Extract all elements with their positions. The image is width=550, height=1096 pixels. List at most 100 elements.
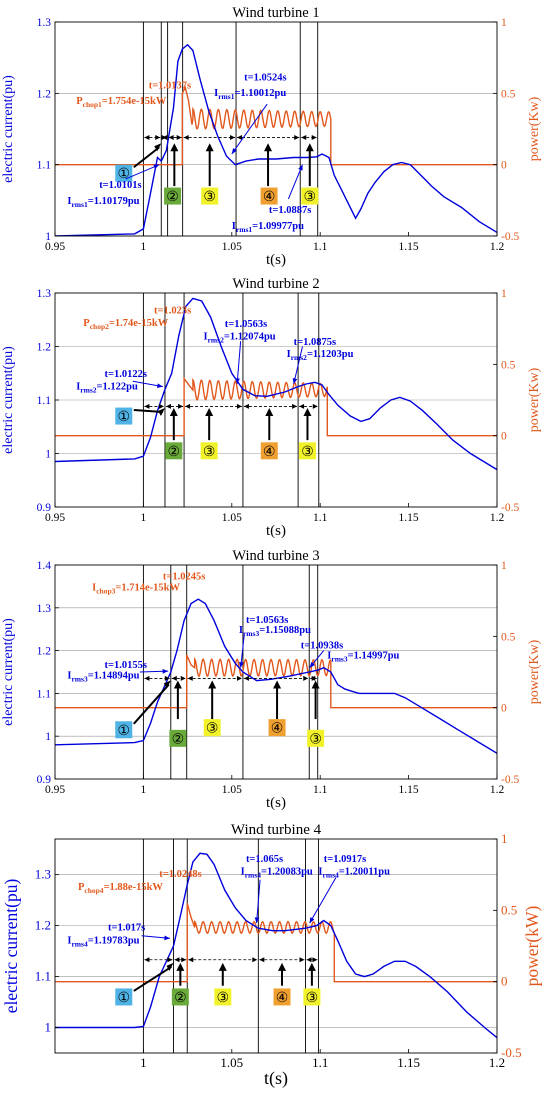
annotation-main: t=1.0917s	[324, 854, 366, 865]
annotation-text: Ichop3=1.714e-15kW	[92, 582, 180, 595]
annotation-suffix: =1.1203pu	[307, 349, 354, 360]
y-tick-label-right: 0	[501, 431, 507, 443]
annotation-suffix: =1.14997pu	[348, 650, 400, 661]
phase-arrowhead	[163, 680, 171, 689]
phase-arrowhead	[208, 680, 217, 689]
y-axis-label-left: electric current(pu)	[1, 346, 16, 454]
annotation-subscript: rms2	[80, 385, 96, 394]
phase-bracket-arrowhead	[303, 675, 309, 681]
annotation-pointer-head	[153, 164, 160, 169]
annotation-text: t=1.017s	[108, 923, 145, 934]
chart-title: Wind turbine 1	[232, 5, 319, 21]
phase-bracket-arrowhead	[165, 403, 171, 409]
y-axis-label-right: power(Kw)	[527, 639, 542, 704]
phase-arrow	[133, 409, 164, 414]
y-tick-label-left: 1.2	[37, 342, 52, 354]
phase-bracket-arrowhead	[236, 403, 242, 409]
phase-label-box-2	[171, 988, 189, 1006]
annotation-text: Irms1=1.10179pu	[67, 196, 139, 209]
x-tick-label: 1.15	[397, 1055, 420, 1070]
phase-bracket-arrowhead	[252, 957, 258, 963]
annotation-pointer	[309, 876, 337, 924]
phase-label-text: ④	[263, 445, 276, 460]
phase-arrowhead	[169, 408, 178, 417]
y-tick-label-right: -0.5	[501, 1045, 522, 1060]
annotation-pointer	[287, 164, 303, 200]
y-axis-label-left: electric current(pu)	[1, 879, 21, 1014]
annotation-main: t=1.023s	[154, 305, 191, 316]
phase-label-box-3	[201, 187, 219, 205]
x-axis-label: t(s)	[266, 795, 286, 811]
annotation-text: Irms1=1.09977pu	[232, 221, 304, 234]
phase-arrowhead	[157, 408, 165, 417]
phase-bracket-arrowhead	[312, 403, 318, 409]
annotation-text: Pchop2=1.74e-15kW	[83, 318, 168, 331]
annotation-subscript: rms1	[236, 225, 252, 234]
annotation-text: t=1.0101s	[99, 180, 141, 191]
phase-bracket-arrowhead	[292, 403, 298, 409]
phase-label-text: ④	[276, 991, 289, 1006]
annotation-pointer	[293, 346, 304, 385]
phase-label-box-3	[214, 988, 232, 1006]
phase-arrowhead	[273, 680, 282, 689]
annotation-subscript: rms1	[218, 92, 234, 101]
x-tick-label: 0.95	[45, 241, 65, 253]
phase-arrowhead	[311, 680, 320, 689]
annotation-suffix: =1.88e-15kW	[104, 882, 164, 893]
annotation-suffix: =1.09977pu	[252, 221, 304, 232]
y-tick-label-right: 0.5	[501, 88, 516, 100]
phase-label-text: ③	[301, 445, 314, 460]
annotation-suffix: =1.10012pu	[234, 88, 286, 99]
phase-bracket-arrowhead	[312, 957, 318, 963]
annotation-text: Irms2=1.12074pu	[204, 332, 276, 345]
annotation-main: I	[67, 670, 71, 681]
annotation-pointer-head	[309, 661, 315, 668]
x-axis-label: t(s)	[266, 252, 286, 268]
annotation-pointer-head	[238, 661, 244, 668]
phase-bracket-arrowhead	[161, 135, 167, 141]
phase-label-box-4	[273, 988, 291, 1006]
phase-bracket-arrowhead	[155, 135, 161, 141]
annotation-pointer-head	[156, 383, 163, 388]
phase-label-text: ③	[206, 722, 219, 737]
annotation-main: t=1.065s	[246, 854, 283, 865]
plot-frame	[54, 21, 498, 237]
phase-label-text: ③	[309, 732, 322, 747]
phase-label-text: ②	[168, 445, 181, 460]
annotation-suffix: =1.10179pu	[88, 196, 140, 207]
phase-bracket-arrowhead	[158, 403, 164, 409]
phase-label-box-3	[303, 988, 321, 1006]
annotation-text: t=1.0155s	[105, 660, 147, 671]
annotation-pointer-head	[162, 668, 169, 674]
annotation-pointer	[125, 164, 160, 180]
annotation-suffix: =1.14894pu	[88, 670, 140, 681]
plot-frame	[54, 564, 498, 780]
phase-label-box-2	[169, 729, 187, 747]
annotation-main: I	[318, 867, 322, 878]
y-tick-label-right: -0.5	[501, 774, 519, 786]
annotation-pointer-head	[231, 148, 237, 154]
chart-panel-4: ① ② ③ ④ ③t=1.0248sPchop4=1.88e-15kWt=1.065sI…	[1, 822, 542, 1089]
chart-panel-2: ① ② ③ ④ ③ t=1.023s Pchop2=1.74e-15kW t=1.0563s I…	[1, 276, 542, 539]
annotation-text: Irms4=1.20083pu	[241, 867, 313, 880]
annotation-text: t=1.0887s	[269, 205, 311, 216]
annotation-subscript: chop2	[90, 322, 109, 331]
phase-bracket-arrowhead	[180, 675, 186, 681]
phase-bracket-arrowhead	[167, 957, 173, 963]
x-tick-label: 0.95	[45, 784, 65, 796]
annotation-main: I	[239, 625, 243, 636]
phase-label-box-3	[203, 719, 221, 737]
x-tick-label: 1.1	[313, 512, 328, 524]
phase-label-text: ①	[117, 991, 130, 1006]
phase-label-text: ③	[303, 190, 316, 205]
phase-arrow	[133, 146, 160, 169]
annotation-main: I	[204, 332, 208, 343]
annotation-subscript: chop3	[96, 586, 115, 595]
phase-arrowhead	[218, 962, 227, 971]
annotation-main: t=1.0155s	[105, 660, 147, 671]
series-line-current	[55, 43, 497, 236]
y-tick-label-left: 1.2	[37, 88, 52, 100]
annotation-text: Irms3=1.15088pu	[239, 625, 311, 638]
